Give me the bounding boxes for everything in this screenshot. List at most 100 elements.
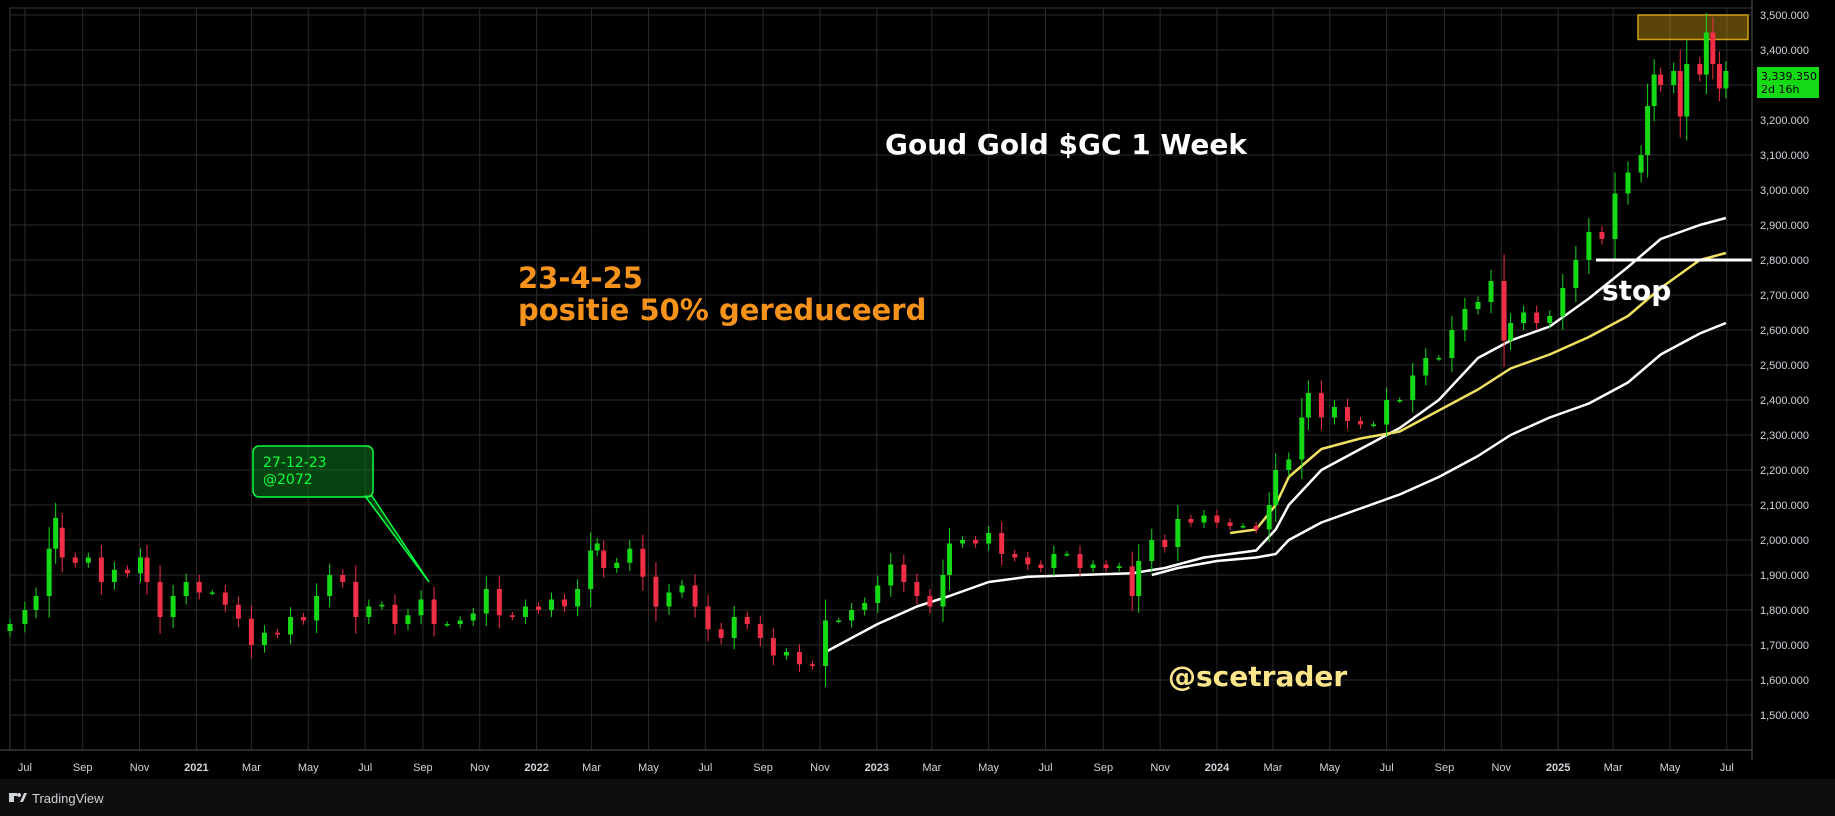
time-axis[interactable]: Jul Sep Nov 2021 Mar May Jul Sep Nov 2022 Mar May Ju… — [0, 749, 1752, 774]
candle-body — [731, 617, 737, 638]
candle-body — [986, 533, 992, 544]
y-tick-label: 2,900.000 — [1760, 220, 1809, 232]
plot-frame — [9, 7, 1753, 751]
candle-body — [614, 562, 620, 568]
candle-body — [1677, 71, 1683, 117]
candle-body — [1253, 526, 1259, 530]
note-text: positie 50% gereduceerd — [518, 293, 926, 327]
candle-body — [1162, 540, 1168, 547]
x-tick-label: Nov — [130, 762, 150, 774]
candle-body — [940, 575, 946, 607]
candle-body — [111, 569, 117, 582]
candle-body — [1475, 302, 1481, 309]
x-tick-label: Mar — [1263, 762, 1282, 774]
candle-body — [1534, 312, 1540, 323]
candle-body — [862, 603, 868, 610]
candle-body — [1149, 540, 1155, 561]
candle-body — [1305, 393, 1311, 418]
grid — [9, 7, 1753, 751]
candle-body — [601, 550, 607, 568]
candle-body — [124, 569, 130, 574]
x-tick-label: May — [1319, 762, 1340, 774]
stop-label: stop — [1602, 274, 1671, 307]
x-tick-label: 2023 — [865, 762, 889, 774]
candle-body — [418, 599, 424, 616]
candle-body — [549, 599, 555, 610]
candle-body — [157, 582, 163, 617]
last-price-badge — [1757, 67, 1819, 98]
x-tick-label: 2024 — [1205, 762, 1230, 774]
candle-body — [170, 596, 176, 617]
candle-body — [705, 606, 711, 630]
candle-body — [85, 557, 91, 563]
y-tick-label: 2,300.000 — [1760, 430, 1809, 442]
y-tick-label: 3,200.000 — [1760, 115, 1809, 127]
x-tick-label: Sep — [73, 762, 93, 774]
x-tick-label: 2021 — [184, 762, 208, 774]
candle-body — [1038, 564, 1044, 568]
candle-body — [144, 557, 150, 582]
x-tick-label: Jul — [698, 762, 712, 774]
candle-body — [836, 620, 842, 622]
x-tick-label: Jul — [1380, 762, 1394, 774]
candle-body — [1547, 316, 1553, 323]
x-tick-label: Jul — [1720, 762, 1734, 774]
candle-body — [627, 548, 633, 563]
candle-body — [575, 589, 581, 607]
y-tick-label: 2,800.000 — [1760, 255, 1809, 267]
candle-body — [1136, 561, 1142, 596]
candle-body — [783, 652, 789, 656]
watermark: @scetrader — [1168, 660, 1347, 693]
last-price-label: 3,339.350 2d 16h — [1757, 67, 1819, 98]
candle-body — [960, 540, 966, 544]
x-tick-label: May — [1660, 762, 1681, 774]
candle-body — [22, 610, 28, 624]
callout — [252, 445, 430, 583]
price-axis[interactable]: 1,500.000 1,600.000 1,700.000 1,800.000 1,90… — [1751, 0, 1809, 760]
candle-body — [796, 652, 802, 665]
x-tick-label: Sep — [1094, 762, 1114, 774]
candle-body — [196, 582, 202, 593]
candle-body — [1521, 312, 1527, 323]
y-tick-label: 2,100.000 — [1760, 500, 1809, 512]
candle-body — [72, 557, 78, 563]
candle-body — [444, 624, 450, 626]
candle-body — [1703, 32, 1709, 75]
x-tick-label: Mar — [922, 762, 941, 774]
annotations: Goud Gold $GC 1 Week 23-4-25 positie 50%… — [263, 128, 1671, 693]
candle-body — [744, 617, 750, 624]
candle-body — [999, 533, 1005, 554]
y-tick-label: 3,000.000 — [1760, 185, 1809, 197]
candle-body — [1129, 566, 1135, 596]
candle-body — [1501, 281, 1507, 341]
candle-body — [1025, 557, 1031, 565]
candle-body — [1331, 407, 1337, 418]
candle-body — [947, 543, 953, 575]
x-tick-label: Jul — [1038, 762, 1052, 774]
candle-body — [1710, 32, 1716, 64]
candle-body — [1103, 564, 1109, 568]
candle-body — [718, 629, 724, 638]
tradingview-logo-icon — [9, 793, 27, 802]
gold-weekly-chart[interactable]: Goud Gold $GC 1 Week 23-4-25 positie 50%… — [0, 0, 1835, 779]
y-tick-label: 1,800.000 — [1760, 605, 1809, 617]
y-tick-label: 1,500.000 — [1760, 710, 1809, 722]
candle-body — [1716, 64, 1722, 89]
ma-line-1 — [824, 216, 1727, 654]
candle-body — [274, 632, 280, 635]
y-tick-label: 2,000.000 — [1760, 535, 1809, 547]
candle-body — [1462, 309, 1468, 330]
candle-body — [1560, 288, 1566, 316]
candle-body — [562, 599, 568, 607]
candle-body — [1423, 358, 1429, 376]
last-price-countdown: 2d 16h — [1761, 83, 1799, 96]
candle-body — [33, 596, 39, 610]
x-tick-label: Jul — [18, 762, 32, 774]
candles — [7, 12, 1729, 687]
candle-body — [405, 615, 411, 624]
candle-body — [888, 564, 894, 586]
candle-body — [1410, 375, 1416, 400]
x-tick-label: Sep — [413, 762, 433, 774]
candle-body — [1064, 554, 1070, 556]
